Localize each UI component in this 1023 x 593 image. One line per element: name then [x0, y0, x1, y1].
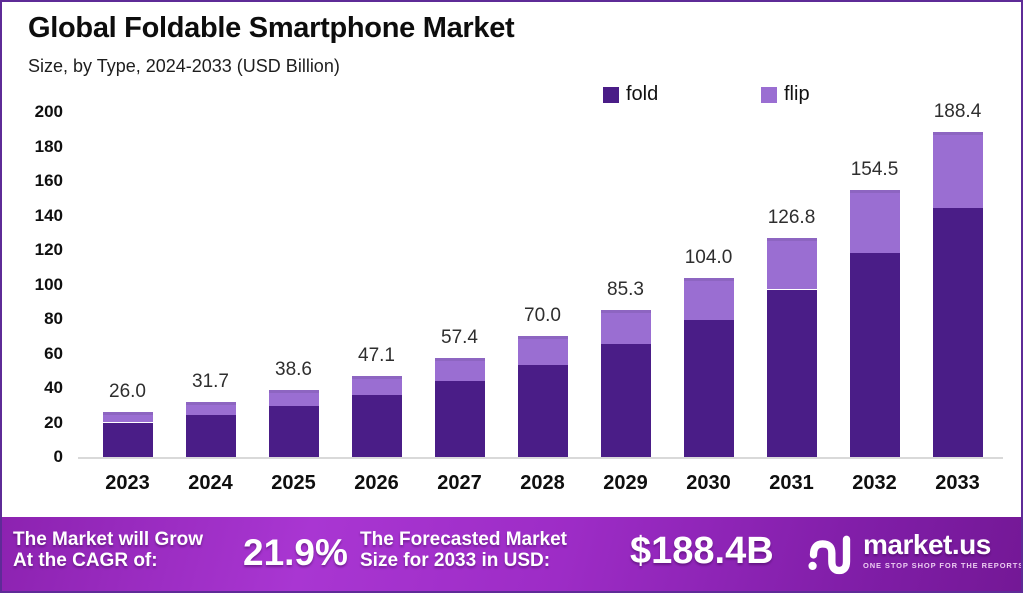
forecast-label: The Forecasted Market Size for 2033 in U… — [360, 529, 567, 571]
bar-segment-fold — [849, 252, 900, 457]
x-axis-tick-label: 2030 — [686, 472, 731, 494]
flip-swatch-icon — [761, 86, 777, 103]
x-axis-tick-label: 2028 — [520, 472, 565, 494]
bar-segment-flip — [351, 375, 402, 395]
bar-segment-fold — [766, 289, 817, 457]
legend-item-fold: fold — [603, 83, 658, 106]
bar-value-label: 47.1 — [358, 344, 395, 366]
bar-segment-fold — [185, 415, 236, 457]
y-axis-tick-label: 100 — [34, 274, 63, 294]
legend-label-fold: fold — [626, 83, 659, 105]
bar-segment-fold — [268, 406, 319, 457]
x-axis-tick-label: 2027 — [437, 472, 482, 494]
legend-item-flip: flip — [761, 83, 810, 106]
brand-logo: market.us ONE STOP SHOP FOR THE REPORTS — [806, 529, 1023, 576]
y-axis-tick-label: 60 — [44, 343, 63, 363]
x-axis-baseline — [78, 457, 1003, 459]
y-axis-tick-label: 180 — [34, 136, 63, 156]
bar-value-label: 104.0 — [684, 246, 733, 268]
y-axis-tick-label: 80 — [44, 309, 63, 328]
page-subtitle: Size, by Type, 2024-2033 (USD Billion) — [28, 56, 340, 76]
cagr-label-line1: The Market will Grow — [13, 529, 204, 550]
bar-value-label: 154.5 — [850, 159, 899, 181]
bar-segment-fold — [932, 208, 983, 457]
x-axis-tick-label: 2026 — [354, 472, 399, 494]
bar-segment-flip — [102, 412, 153, 423]
forecast-label-line1: The Forecasted Market — [360, 529, 567, 550]
bar-segment-fold — [434, 381, 485, 457]
bar-value-label: 31.7 — [192, 371, 229, 393]
bar-value-label: 38.6 — [275, 359, 312, 381]
cagr-label-line2: At the CAGR of: — [13, 550, 158, 571]
footer-banner: The Market will Grow At the CAGR of: 21.… — [2, 517, 1021, 591]
bar-segment-flip — [683, 277, 734, 320]
bar-segment-flip — [268, 390, 319, 407]
y-axis-tick-label: 140 — [34, 205, 63, 225]
bar-segment-flip — [849, 190, 900, 253]
brand-tagline: ONE STOP SHOP FOR THE REPORTS — [863, 561, 1023, 570]
x-axis-tick-label: 2029 — [603, 472, 648, 494]
bar-segment-flip — [517, 336, 568, 365]
x-axis-tick-label: 2025 — [271, 472, 316, 494]
x-axis-tick-label: 2031 — [769, 472, 814, 494]
bar-segment-flip — [600, 309, 651, 345]
brand-name: market.us — [863, 529, 991, 560]
y-axis-tick-label: 120 — [34, 240, 63, 259]
page-title: Global Foldable Smartphone Market — [28, 12, 515, 44]
y-axis-tick-label: 0 — [53, 447, 63, 466]
bar-segment-flip — [932, 132, 983, 209]
x-axis-tick-label: 2032 — [852, 472, 897, 494]
x-axis-tick-label: 2024 — [188, 472, 233, 494]
bar-segment-flip — [185, 402, 236, 416]
cagr-value: 21.9% — [243, 532, 348, 573]
bar-segment-flip — [434, 357, 485, 382]
y-axis-tick-label: 40 — [44, 378, 63, 397]
marketus-logo-icon — [808, 535, 851, 575]
forecast-value: $188.4B — [630, 530, 774, 572]
y-axis-tick-label: 200 — [34, 102, 63, 121]
bar-value-label: 26.0 — [109, 381, 146, 403]
bar-segment-fold — [683, 319, 734, 457]
bar-value-label: 70.0 — [524, 305, 561, 327]
bar-segment-flip — [766, 238, 817, 290]
bar-value-label: 188.4 — [933, 101, 982, 122]
legend-label-flip: flip — [784, 83, 810, 105]
bar-segment-fold — [600, 344, 651, 457]
y-axis-tick-label: 20 — [44, 412, 63, 432]
x-axis-tick-label: 2033 — [935, 472, 980, 494]
fold-swatch-icon — [603, 86, 619, 103]
bar-value-label: 85.3 — [607, 278, 644, 300]
bar-segment-fold — [102, 422, 153, 457]
cagr-label: The Market will Grow At the CAGR of: — [13, 529, 203, 571]
bar-value-label: 57.4 — [441, 326, 478, 348]
bar-segment-fold — [351, 394, 402, 457]
bar-value-label: 126.8 — [767, 207, 816, 229]
forecast-label-line2: Size for 2033 in USD: — [360, 550, 551, 571]
brand-text: market.us ONE STOP SHOP FOR THE REPORTS — [863, 529, 1023, 571]
y-axis-tick-label: 160 — [34, 171, 63, 190]
x-axis-tick-label: 2023 — [105, 472, 150, 494]
bar-segment-fold — [517, 364, 568, 457]
